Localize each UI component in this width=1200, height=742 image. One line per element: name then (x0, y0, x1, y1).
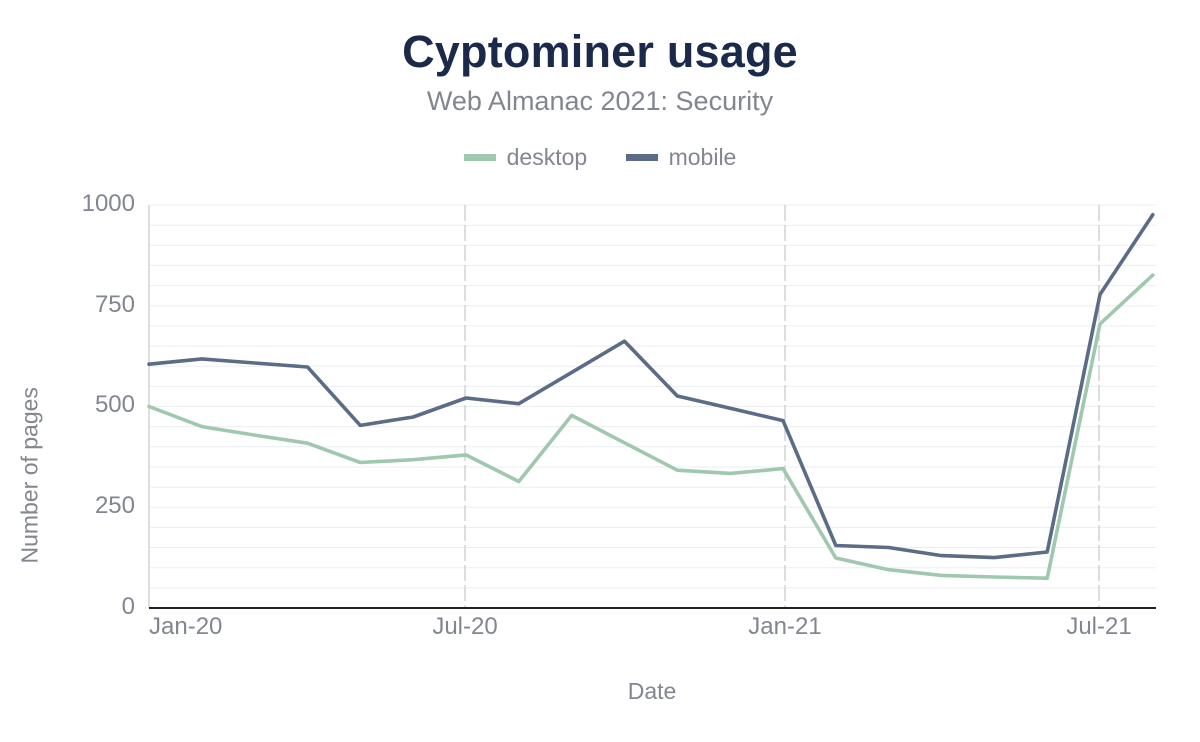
svg-text:0: 0 (122, 593, 135, 620)
svg-text:Jan-20: Jan-20 (149, 613, 222, 640)
svg-text:750: 750 (95, 291, 135, 318)
svg-text:500: 500 (95, 391, 135, 418)
svg-text:Jul-21: Jul-21 (1066, 613, 1131, 640)
svg-text:Jul-20: Jul-20 (432, 613, 497, 640)
svg-text:1000: 1000 (82, 190, 135, 217)
svg-text:Jan-21: Jan-21 (748, 613, 821, 640)
svg-text:250: 250 (95, 492, 135, 519)
